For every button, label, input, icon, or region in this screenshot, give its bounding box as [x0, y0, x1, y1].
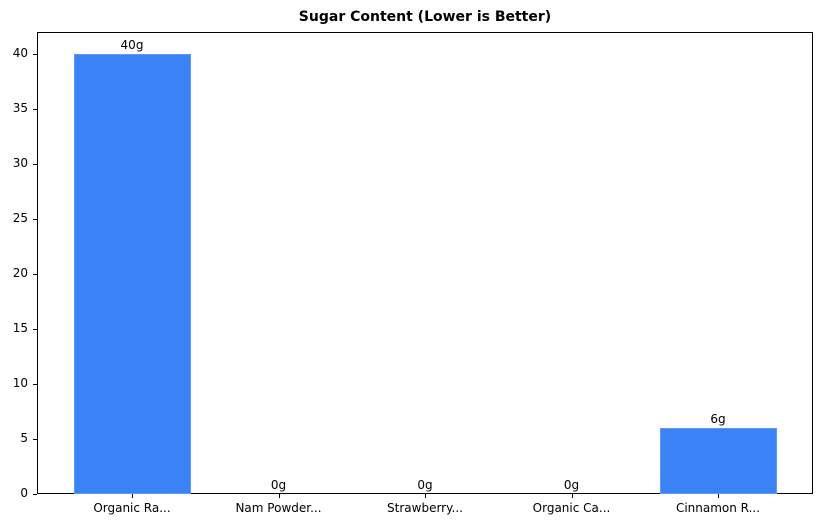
- x-tick-label: Organic Ra...: [93, 501, 171, 515]
- y-tick-label: 0: [20, 486, 28, 500]
- y-tick-label: 20: [12, 266, 28, 280]
- bar-value-label: 0g: [270, 478, 287, 492]
- x-tick-label: Cinnamon R...: [675, 501, 761, 515]
- x-tick-mark: [132, 494, 133, 498]
- x-tick-mark: [571, 494, 573, 498]
- y-tick-label: 40: [12, 46, 28, 60]
- bar-value-label: 0g: [417, 478, 433, 492]
- bar: [73, 54, 191, 494]
- y-tick-mark: [33, 219, 37, 220]
- y-tick-label: 25: [12, 211, 28, 225]
- x-tick-label: Organic Ca...: [532, 501, 611, 515]
- y-tick-mark: [33, 109, 37, 110]
- bar-value-label: 0g: [563, 478, 580, 492]
- y-tick-label: 30: [12, 156, 28, 170]
- plot-area: [37, 32, 813, 494]
- y-tick-mark: [33, 384, 37, 385]
- chart-title: Sugar Content (Lower is Better): [298, 9, 552, 25]
- x-tick-mark: [718, 494, 719, 498]
- y-tick-mark: [33, 329, 37, 330]
- x-tick-mark: [278, 494, 280, 498]
- bar-value-label: 40g: [120, 38, 144, 52]
- y-tick-label: 5: [20, 431, 28, 445]
- bar: [659, 428, 777, 494]
- y-tick-label: 35: [12, 101, 28, 115]
- y-tick-mark: [33, 54, 37, 55]
- y-tick-mark: [33, 494, 37, 495]
- bar-value-label: 6g: [710, 412, 726, 426]
- y-tick-mark: [33, 164, 37, 165]
- x-tick-label: Strawberry...: [387, 501, 463, 515]
- y-tick-label: 10: [12, 376, 28, 390]
- y-tick-mark: [33, 439, 37, 440]
- y-tick-label: 15: [12, 321, 28, 335]
- y-tick-mark: [33, 274, 37, 275]
- x-tick-mark: [425, 494, 426, 498]
- x-tick-label: Nam Powder...: [235, 501, 322, 515]
